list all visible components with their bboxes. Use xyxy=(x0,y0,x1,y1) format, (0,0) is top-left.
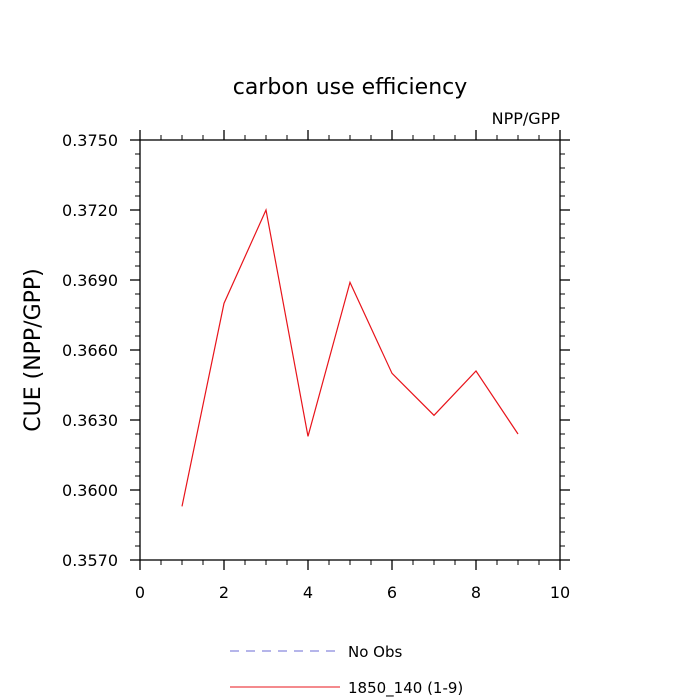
x-tick-label: 2 xyxy=(219,583,229,602)
x-tick-label: 6 xyxy=(387,583,397,602)
legend-label: No Obs xyxy=(348,643,402,661)
x-tick-label: 4 xyxy=(303,583,313,602)
plot-frame xyxy=(139,139,561,561)
y-tick-label: 0.3570 xyxy=(62,551,118,570)
series-layer xyxy=(181,208,519,507)
y-axis-ticks: 0.3570 0.3600 0.3630 0.3660 0.3690 0.3720 0.37… xyxy=(62,131,570,570)
y-tick-label: 0.3630 xyxy=(62,411,118,430)
legend: No Obs 1850_140 (1-9) xyxy=(230,643,463,698)
x-axis-ticks: 0 2 4 6 8 10 xyxy=(135,130,570,602)
chart-title: carbon use efficiency xyxy=(233,75,468,100)
chart-subtitle: NPP/GPP xyxy=(492,109,561,128)
y-tick-label: 0.3660 xyxy=(62,341,118,360)
plot-border xyxy=(139,139,561,561)
x-tick-label: 8 xyxy=(471,583,481,602)
x-tick-label: 0 xyxy=(135,583,145,602)
y-tick-label: 0.3600 xyxy=(62,481,118,500)
y-tick-label: 0.3750 xyxy=(62,131,118,150)
y-tick-label: 0.3720 xyxy=(62,201,118,220)
legend-label: 1850_140 (1-9) xyxy=(348,679,463,698)
y-axis-label: CUE (NPP/GPP) xyxy=(21,268,46,432)
y-tick-label: 0.3690 xyxy=(62,271,118,290)
x-tick-label: 10 xyxy=(550,583,570,602)
series-line xyxy=(181,208,519,507)
